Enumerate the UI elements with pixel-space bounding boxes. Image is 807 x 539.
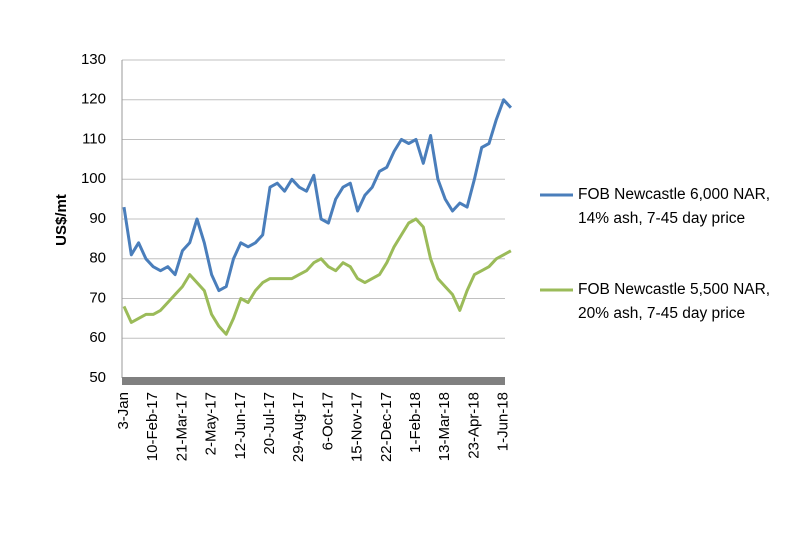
x-axis-band bbox=[122, 377, 505, 385]
x-tick-label: 1-Feb-18 bbox=[407, 392, 424, 453]
x-tick-label: 1-Jun-18 bbox=[495, 392, 512, 451]
x-tick-label: 15-Nov-17 bbox=[349, 392, 366, 462]
x-tick-label: 29-Aug-17 bbox=[290, 392, 307, 462]
y-tick-label: 100 bbox=[81, 170, 106, 187]
y-tick-label: 110 bbox=[82, 130, 106, 147]
x-tick-label: 12-Jun-17 bbox=[232, 392, 249, 460]
x-tick-label: 3-Jan bbox=[115, 392, 132, 430]
x-tick-label: 23-Apr-18 bbox=[465, 392, 482, 459]
series-line bbox=[122, 217, 512, 336]
y-tick-label: 60 bbox=[89, 329, 106, 346]
y-tick-label: 90 bbox=[89, 210, 106, 227]
x-tick-label: 20-Jul-17 bbox=[261, 392, 278, 455]
legend-label: FOB Newcastle 6,000 NAR, 14% ash, 7-45 d… bbox=[578, 186, 771, 227]
y-tick-label: 70 bbox=[89, 289, 106, 306]
y-tick-label: 130 bbox=[81, 51, 106, 68]
x-tick-label: 10-Feb-17 bbox=[144, 392, 161, 461]
y-tick-label: 50 bbox=[89, 369, 106, 386]
x-tick-label: 2-May-17 bbox=[203, 392, 220, 455]
y-tick-label: 120 bbox=[81, 91, 106, 108]
y-axis-label: US$/mt bbox=[53, 194, 70, 246]
x-tick-label: 21-Mar-17 bbox=[173, 392, 190, 461]
legend-label: FOB Newcastle 5,500 NAR, 20% ash, 7-45 d… bbox=[578, 281, 771, 322]
series-line bbox=[122, 98, 513, 293]
y-tick-label: 80 bbox=[89, 250, 106, 267]
x-tick-label: 6-Oct-17 bbox=[319, 392, 336, 450]
x-tick-label: 22-Dec-17 bbox=[378, 392, 395, 462]
x-tick-label: 13-Mar-18 bbox=[436, 392, 453, 461]
